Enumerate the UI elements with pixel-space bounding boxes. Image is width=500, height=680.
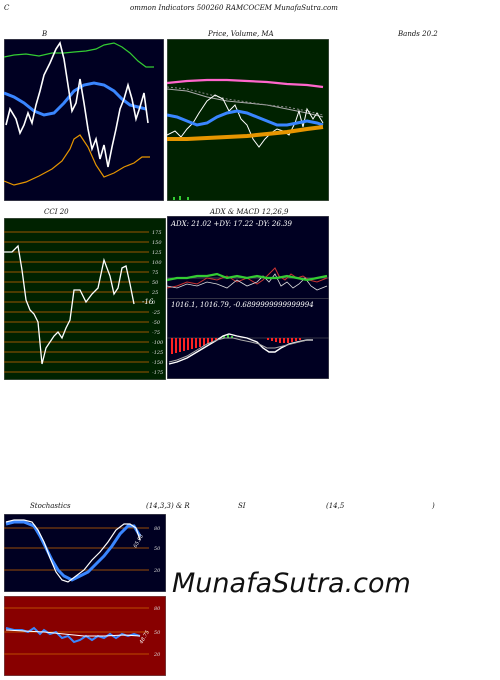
cci-chart: 175 150 125 100 75 50 25 0 -25 -50 -75 -… <box>4 218 166 380</box>
cci-tick: -25 <box>152 310 160 316</box>
adx-green-line <box>167 272 328 282</box>
price-volume-ma-chart <box>167 39 329 201</box>
rsi-chart: 80 50 20 48.75 <box>4 596 166 676</box>
watermark-text: MunafaSutra.com <box>172 568 411 599</box>
adx-chart: ADX: 21.02 +DY: 17.22 -DY: 26.39 <box>167 216 329 299</box>
caption-rsi: SI <box>238 502 246 510</box>
cci-tick: 150 <box>152 240 162 246</box>
cci-tick: -75 <box>152 330 160 336</box>
macd-chart: 1016.1, 1016.79, -0.6899999999999994 <box>167 298 329 379</box>
bb-lower-band <box>4 134 150 186</box>
caption-adx-macd: ADX & MACD 12,26,9 <box>210 208 289 216</box>
cci-tick: -150 <box>152 360 164 366</box>
rsi-tick: 20 <box>153 652 161 658</box>
volume-bar <box>187 197 189 200</box>
cci-tick: -50 <box>152 320 161 326</box>
caption-bands: Bands 20.2 <box>398 30 438 38</box>
caption-cci: CCI 20 <box>44 208 69 216</box>
cci-tick: 0 <box>152 300 156 306</box>
rsi-line <box>5 626 141 644</box>
bollinger-chart <box>4 39 164 201</box>
stoch-tick: 50 <box>154 546 161 552</box>
ma-orange-line <box>167 125 324 141</box>
macd-signal-line <box>168 337 313 363</box>
cci-tick: 125 <box>152 250 162 256</box>
adx-red-line <box>167 267 328 289</box>
cci-tick: -100 <box>152 340 164 346</box>
cci-tick: 75 <box>152 270 158 276</box>
cci-tick: 175 <box>152 230 162 236</box>
cci-value-label: -16 <box>142 298 154 306</box>
cci-tick: 50 <box>152 280 159 286</box>
cci-tick: -125 <box>152 350 163 356</box>
ma-blue-line <box>167 109 324 127</box>
caption-stochastics-params: (14,3,3) & R <box>146 502 190 510</box>
stoch-tick: 80 <box>154 526 161 532</box>
header-c: C <box>4 4 10 12</box>
volume-bar <box>173 197 175 200</box>
stoch-k-line <box>5 519 141 583</box>
ma-gray-line <box>167 88 324 118</box>
rsi-tick: 50 <box>154 630 161 636</box>
bb-upper-band <box>4 42 154 68</box>
caption-price-ma: Price, Volume, MA <box>208 30 274 38</box>
bb-price <box>5 41 149 168</box>
ma-gray-dashed <box>167 86 324 116</box>
cci-tick: 100 <box>152 260 162 266</box>
rsi-white-line <box>5 629 141 637</box>
stochastics-chart: 80 50 20 65.98 <box>4 514 166 592</box>
header-title: ommon Indicators 500260 RAMCOCEM MunafaS… <box>130 4 338 12</box>
stoch-tick: 20 <box>153 568 161 574</box>
caption-stochastics: Stochastics <box>30 502 71 510</box>
cci-tick: -175 <box>152 370 163 376</box>
adx-readout: ADX: 21.02 +DY: 17.22 -DY: 26.39 <box>170 220 292 228</box>
caption-rsi-close: ) <box>432 502 435 510</box>
ma-pink-line <box>167 78 324 89</box>
rsi-tick: 80 <box>154 606 161 612</box>
stoch-d-line <box>5 520 142 582</box>
caption-rsi-params: (14,5 <box>326 502 345 510</box>
caption-b: B <box>42 30 48 38</box>
volume-bar <box>179 196 181 200</box>
macd-readout: 1016.1, 1016.79, -0.6899999999999994 <box>171 301 314 309</box>
cci-line <box>4 244 135 365</box>
cci-tick: 25 <box>151 290 158 296</box>
